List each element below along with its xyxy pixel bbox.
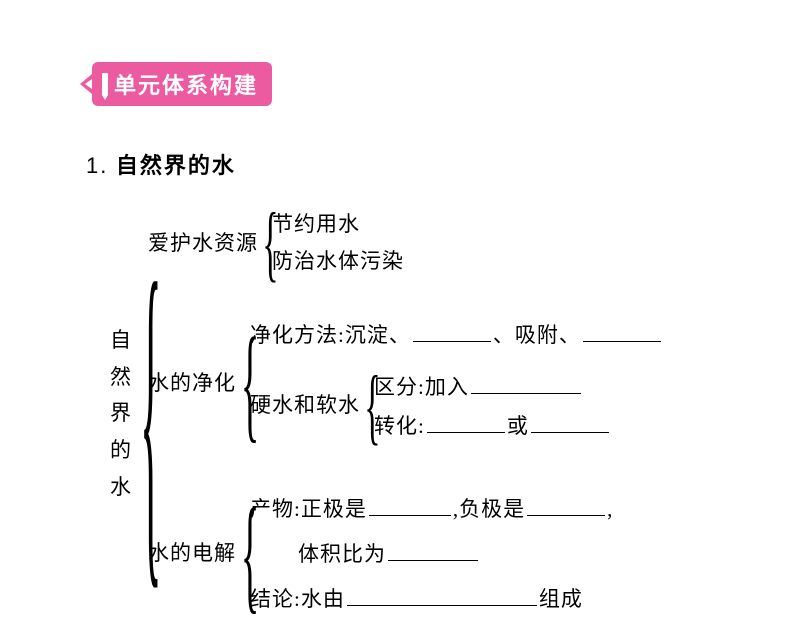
purify-methods-mid: 、吸附、 — [493, 323, 581, 347]
blank-anode — [369, 495, 451, 516]
distinguish-line: 区分:加入 — [374, 373, 611, 400]
level1-stack: 爱护水资源 { 节约用水 防治水体污染 水的净化 { 净化方法:沉淀、、吸附、 … — [148, 190, 663, 638]
products-mid: ,负极是 — [453, 497, 525, 521]
branch-purify: 水的净化 { 净化方法:沉淀、、吸附、 硬水和软水 { 区分:加入 — [148, 312, 663, 454]
unit-header-tab: 单元体系构建 — [92, 62, 272, 106]
care-item-1: 节约用水 — [272, 212, 404, 237]
concept-diagram: 自然界的水 { 爱护水资源 { 节约用水 防治水体污染 水的净化 { 净化方法:… — [110, 190, 750, 638]
section-number: 1. — [86, 153, 108, 178]
blank-purify-2 — [583, 321, 661, 342]
distinguish-prefix: 区分:加入 — [374, 375, 469, 399]
blank-cathode — [527, 495, 605, 516]
purify-methods-prefix: 净化方法:沉淀、 — [250, 323, 411, 347]
blank-convert-2 — [531, 412, 609, 433]
blank-ratio — [388, 540, 478, 561]
blank-convert-1 — [427, 412, 505, 433]
conclusion-prefix: 结论:水由 — [250, 587, 345, 611]
products-suffix: , — [607, 497, 613, 521]
branch-care: 爱护水资源 { 节约用水 防治水体污染 — [148, 206, 663, 280]
section-heading: 自然界的水 — [116, 153, 236, 178]
products-line2: 体积比为 — [250, 540, 613, 567]
purify-methods: 净化方法:沉淀、 、吸附、 — [250, 321, 663, 348]
branch-care-label: 爱护水资源 — [148, 231, 258, 256]
conclusion-line: 结论:水由 组成 — [250, 585, 613, 612]
products-prefix: 产物:正极是 — [250, 497, 367, 521]
blank-distinguish — [471, 373, 581, 394]
hard-soft-water: 硬水和软水 { 区分:加入 转化:或 — [250, 367, 663, 445]
purify-items: 净化方法:沉淀、、吸附、 硬水和软水 { 区分:加入 转化:或 — [250, 312, 663, 454]
branch-electrolysis: 水的电解 { 产物:正极是,负极是, 体积比为 结论:水由组成 — [148, 486, 663, 622]
pencil-icon — [102, 73, 108, 95]
convert-mid: 或 — [507, 414, 529, 438]
products-line1: 产物:正极是 ,负极是, — [250, 495, 613, 522]
conclusion-suffix: 组成 — [539, 587, 583, 611]
hard-soft-items: 区分:加入 转化: 或 — [374, 367, 611, 445]
convert-prefix: 转化: — [374, 414, 425, 438]
root-label: 自然界的水 — [110, 322, 134, 506]
hard-soft-label: 硬水和软水 — [250, 393, 360, 418]
section-title: 1. 自然界的水 — [86, 148, 236, 180]
tab-notch-inner — [85, 79, 92, 89]
electrolysis-items: 产物:正极是 ,负极是, 体积比为 结论:水由 组成 — [250, 486, 613, 622]
ratio-prefix: 体积比为 — [298, 542, 386, 566]
header-title: 单元体系构建 — [114, 68, 258, 100]
care-items: 节约用水 防治水体污染 — [272, 206, 404, 280]
blank-purify-1 — [413, 321, 491, 342]
convert-line: 转化: 或 — [374, 412, 611, 439]
care-item-2: 防治水体污染 — [272, 249, 404, 274]
